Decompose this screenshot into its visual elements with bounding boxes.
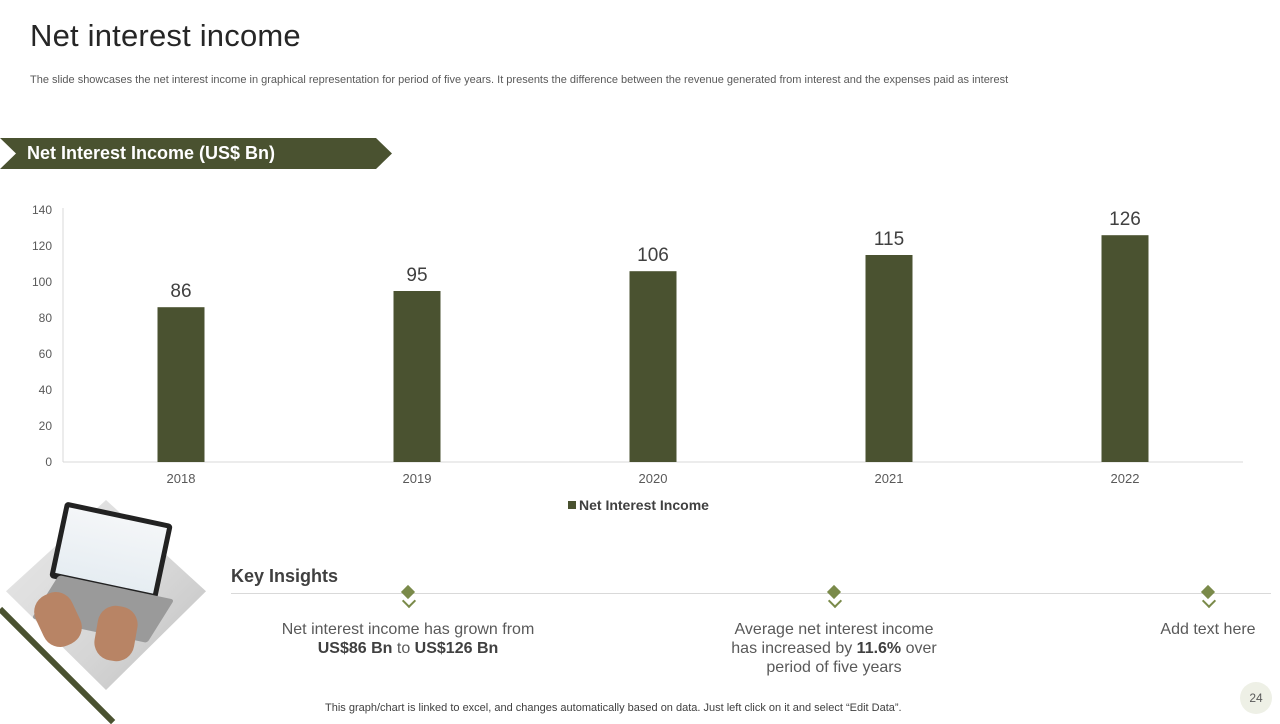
insight-1-line1: Net interest income has grown from	[281, 621, 535, 638]
data-label-2018: 86	[170, 281, 191, 302]
insight-2-line2: has increased by 11.6% over	[694, 639, 974, 658]
bar-2018[interactable]	[157, 307, 205, 462]
legend-label: Net Interest Income	[579, 497, 709, 513]
insight-2-post: over	[901, 640, 937, 657]
x-tick-label-2022: 2022	[1111, 471, 1140, 486]
insight-2-pre: has increased by	[731, 640, 857, 657]
y-tick-label: 80	[39, 311, 53, 325]
insight-2-percent: 11.6%	[856, 640, 902, 657]
slide-title: Net interest income	[30, 18, 301, 53]
insights-divider	[231, 593, 1271, 594]
insight-1-mid: to	[392, 640, 415, 657]
data-label-2021: 115	[874, 229, 904, 250]
insight-1[interactable]: Net interest income has grown from US$86…	[258, 620, 558, 658]
y-tick-label: 140	[32, 203, 52, 217]
chart-legend: Net Interest Income	[568, 497, 709, 513]
diamond-marker-icon	[826, 584, 843, 609]
slide-subtitle: The slide showcases the net interest inc…	[30, 74, 1009, 86]
insight-3[interactable]: Add text here	[1140, 620, 1276, 639]
insight-1-to: US$126 Bn	[414, 640, 499, 657]
y-tick-label: 0	[45, 455, 52, 469]
diamond-marker-icon	[1200, 584, 1217, 609]
data-label-2020: 106	[637, 245, 669, 266]
x-tick-label-2021: 2021	[875, 471, 904, 486]
chart-banner-label: Net Interest Income (US$ Bn)	[27, 143, 276, 163]
y-tick-label: 40	[39, 383, 53, 397]
y-tick-label: 100	[32, 275, 52, 289]
chart-banner: Net Interest Income (US$ Bn)	[0, 138, 392, 169]
insight-2-line3: period of five years	[766, 659, 902, 676]
bar-2021[interactable]	[865, 255, 913, 462]
chart-footnote: This graph/chart is linked to excel, and…	[325, 702, 902, 714]
page-number: 24	[1240, 682, 1272, 714]
y-tick-label: 20	[39, 419, 53, 433]
insight-1-line2: US$86 Bn to US$126 Bn	[258, 639, 558, 658]
bar-2022[interactable]	[1101, 235, 1149, 462]
x-tick-label-2018: 2018	[167, 471, 196, 486]
bar-2019[interactable]	[393, 291, 441, 462]
key-insights-title: Key Insights	[231, 566, 339, 586]
x-tick-label-2020: 2020	[639, 471, 668, 486]
x-tick-label-2019: 2019	[403, 471, 432, 486]
y-tick-label: 120	[32, 239, 52, 253]
insight-2-line1: Average net interest income	[734, 621, 934, 638]
diamond-marker-icon	[400, 584, 417, 609]
insight-2[interactable]: Average net interest income has increase…	[694, 620, 974, 677]
legend-swatch	[568, 501, 576, 509]
insight-3-line1: Add text here	[1160, 621, 1256, 638]
data-label-2022: 126	[1109, 209, 1141, 230]
bar-chart[interactable]: 0 20 40 60 80 100 120 140 86 2018 95 2019 106 2020 115…	[0, 195, 1280, 495]
insight-1-from: US$86 Bn	[317, 640, 393, 657]
data-label-2019: 95	[406, 265, 427, 286]
y-tick-label: 60	[39, 347, 53, 361]
bar-2020[interactable]	[629, 271, 677, 462]
